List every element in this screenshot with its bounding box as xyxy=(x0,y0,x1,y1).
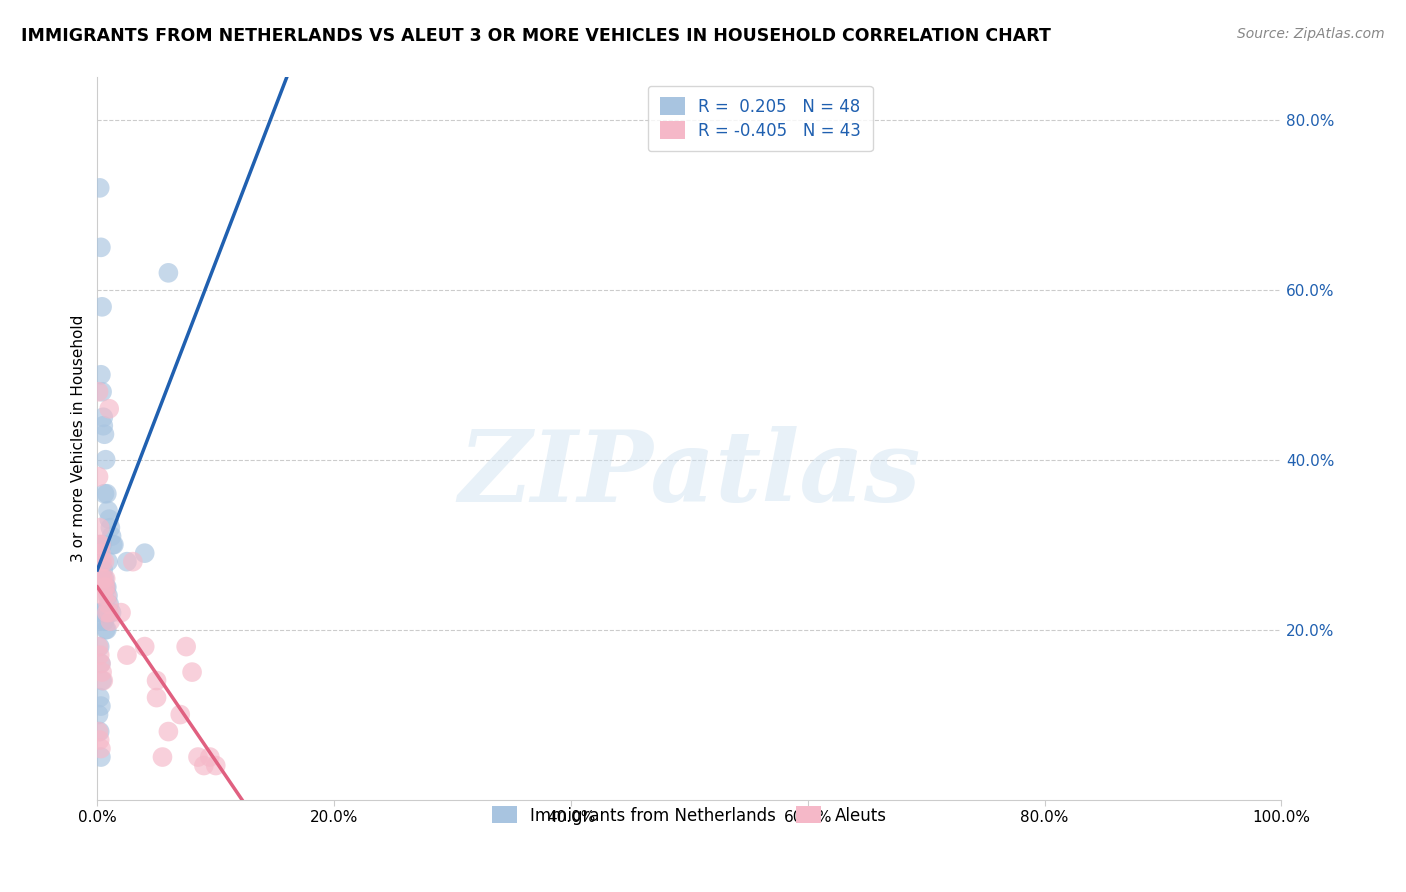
Point xyxy=(87,384,110,399)
Point xyxy=(157,724,180,739)
Point xyxy=(89,648,111,662)
Point xyxy=(91,673,114,688)
Point xyxy=(96,589,118,603)
Point xyxy=(98,512,121,526)
Point xyxy=(96,486,118,500)
Point xyxy=(89,538,111,552)
Point xyxy=(90,368,112,382)
Point xyxy=(91,384,114,399)
Point xyxy=(93,572,115,586)
Point xyxy=(87,469,110,483)
Text: Source: ZipAtlas.com: Source: ZipAtlas.com xyxy=(1237,27,1385,41)
Point xyxy=(89,640,111,654)
Legend: Immigrants from Netherlands, Aleuts: Immigrants from Netherlands, Aleuts xyxy=(482,797,897,835)
Point xyxy=(87,640,110,654)
Point xyxy=(90,750,112,764)
Point xyxy=(181,665,204,679)
Point xyxy=(94,572,117,586)
Point xyxy=(87,538,110,552)
Point xyxy=(110,606,132,620)
Point xyxy=(145,673,167,688)
Point xyxy=(122,555,145,569)
Point xyxy=(93,580,115,594)
Point xyxy=(89,538,111,552)
Point xyxy=(94,580,117,594)
Point xyxy=(115,555,138,569)
Point xyxy=(89,690,111,705)
Point xyxy=(89,724,111,739)
Point xyxy=(97,589,120,603)
Point xyxy=(90,606,112,620)
Point xyxy=(198,750,221,764)
Point xyxy=(93,555,115,569)
Point xyxy=(96,623,118,637)
Point xyxy=(204,758,226,772)
Point xyxy=(91,563,114,577)
Point xyxy=(91,673,114,688)
Point xyxy=(103,538,125,552)
Point xyxy=(97,597,120,611)
Point xyxy=(90,546,112,560)
Point xyxy=(115,648,138,662)
Point xyxy=(91,572,114,586)
Point xyxy=(89,733,111,747)
Point xyxy=(91,572,114,586)
Text: ZIPatlas: ZIPatlas xyxy=(458,426,921,523)
Point xyxy=(91,538,114,552)
Point xyxy=(93,427,115,442)
Point xyxy=(91,606,114,620)
Point xyxy=(91,418,114,433)
Point xyxy=(187,750,209,764)
Point xyxy=(98,401,121,416)
Point xyxy=(91,589,114,603)
Point xyxy=(91,300,114,314)
Point xyxy=(89,606,111,620)
Point xyxy=(97,504,120,518)
Point xyxy=(169,707,191,722)
Point xyxy=(90,741,112,756)
Point xyxy=(90,657,112,671)
Point xyxy=(100,529,122,543)
Point xyxy=(152,750,174,764)
Point xyxy=(97,555,120,569)
Point xyxy=(90,555,112,569)
Point xyxy=(174,640,197,654)
Point xyxy=(94,452,117,467)
Point xyxy=(96,606,118,620)
Point xyxy=(91,614,114,628)
Point xyxy=(96,580,118,594)
Point xyxy=(93,486,115,500)
Point xyxy=(94,623,117,637)
Point xyxy=(193,758,215,772)
Point xyxy=(90,240,112,254)
Point xyxy=(134,640,156,654)
Point xyxy=(98,606,121,620)
Y-axis label: 3 or more Vehicles in Household: 3 or more Vehicles in Household xyxy=(72,315,86,562)
Point xyxy=(89,181,111,195)
Point xyxy=(145,690,167,705)
Point xyxy=(98,597,121,611)
Point xyxy=(91,410,114,425)
Point xyxy=(89,521,111,535)
Point xyxy=(134,546,156,560)
Point xyxy=(87,707,110,722)
Text: IMMIGRANTS FROM NETHERLANDS VS ALEUT 3 OR MORE VEHICLES IN HOUSEHOLD CORRELATION: IMMIGRANTS FROM NETHERLANDS VS ALEUT 3 O… xyxy=(21,27,1050,45)
Point xyxy=(90,657,112,671)
Point xyxy=(91,665,114,679)
Point xyxy=(157,266,180,280)
Point xyxy=(100,521,122,535)
Point xyxy=(93,614,115,628)
Point xyxy=(100,614,122,628)
Point xyxy=(90,538,112,552)
Point xyxy=(100,606,122,620)
Point xyxy=(87,724,110,739)
Point xyxy=(91,555,114,569)
Point xyxy=(89,546,111,560)
Point xyxy=(94,580,117,594)
Point xyxy=(101,538,124,552)
Point xyxy=(90,699,112,714)
